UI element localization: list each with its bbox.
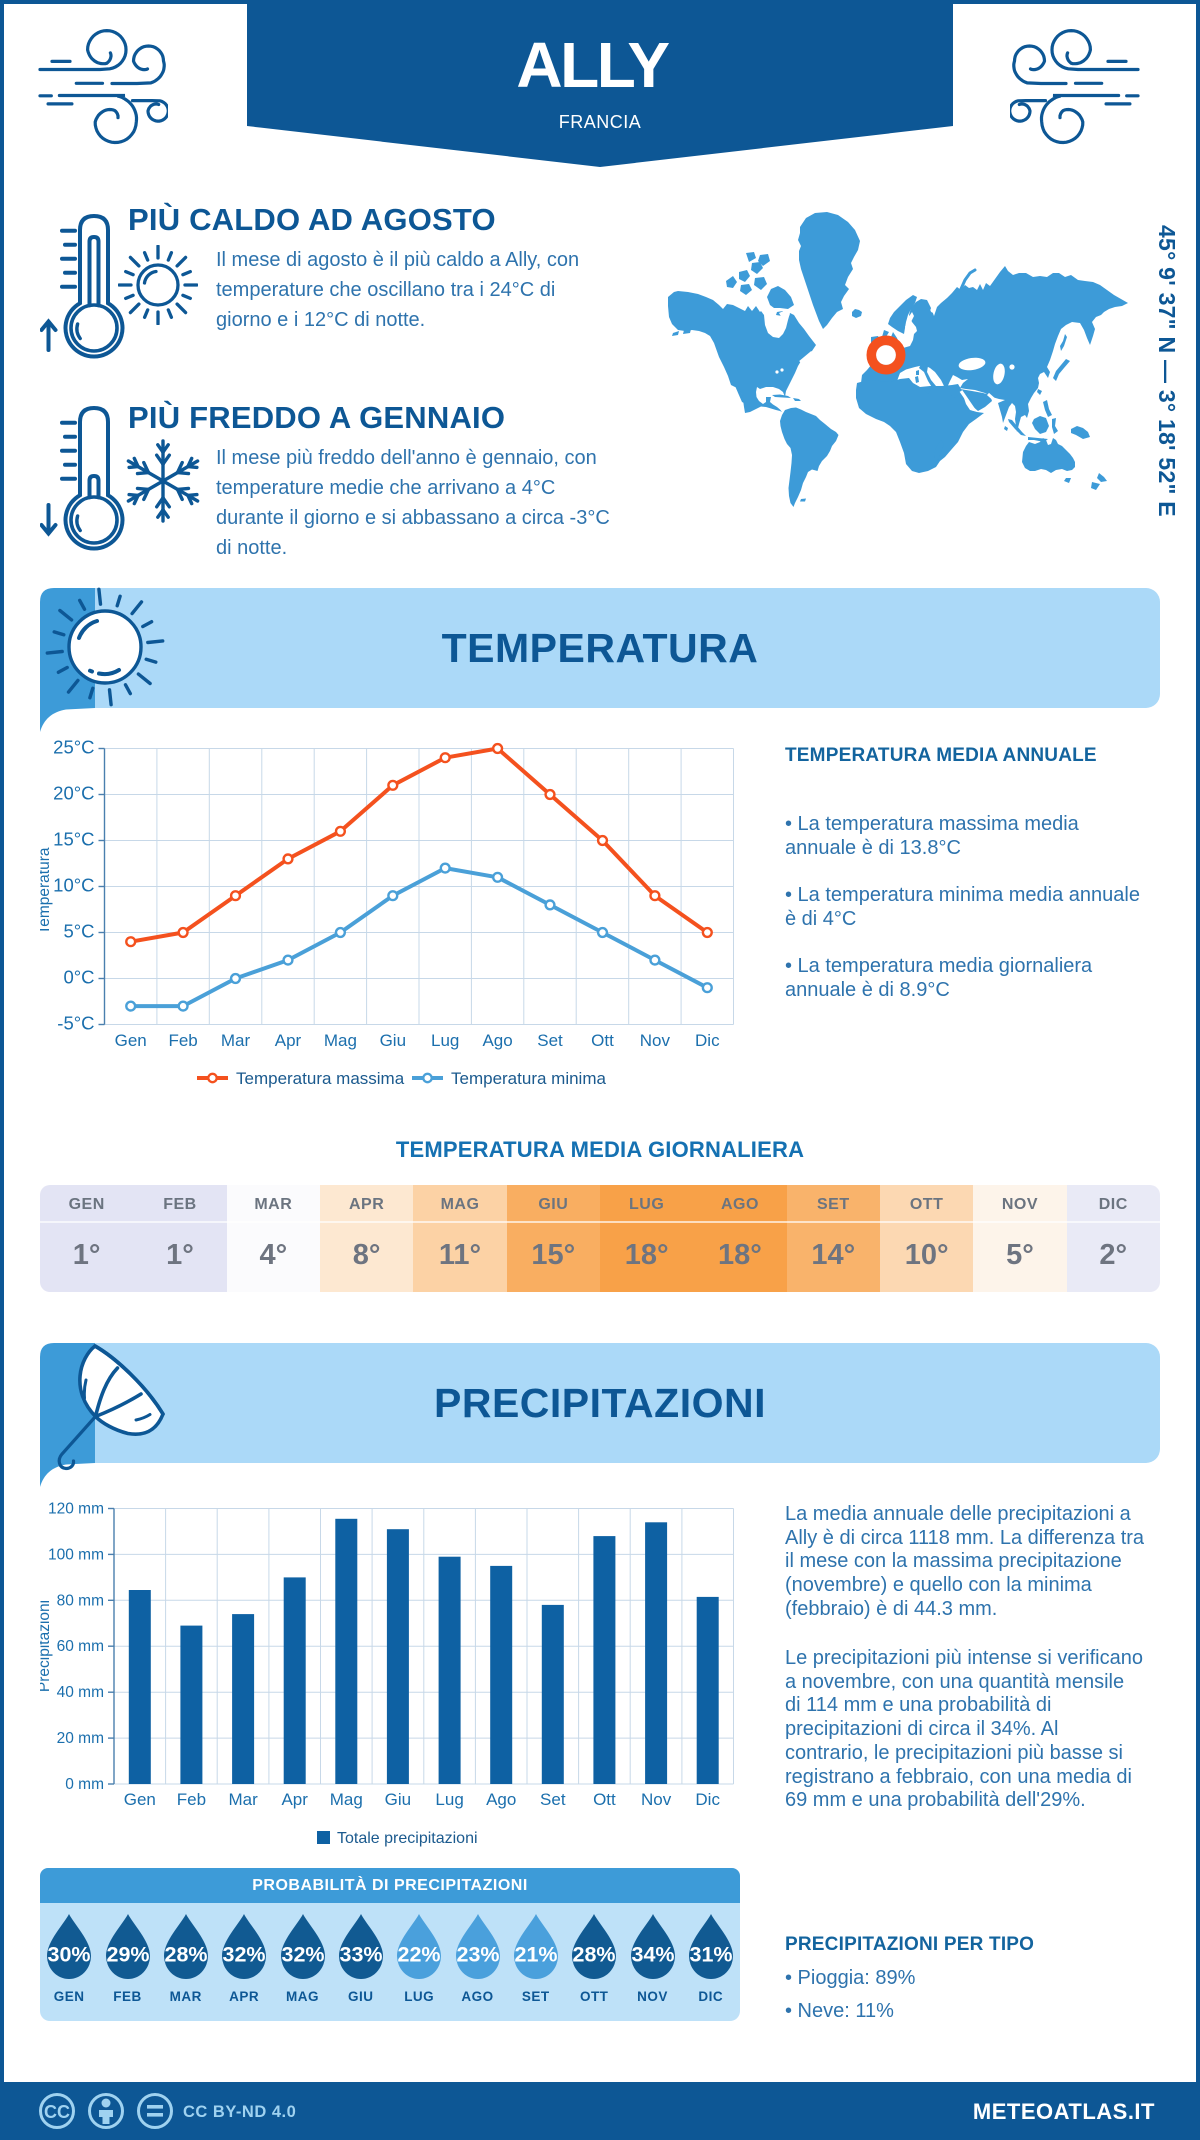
svg-text:100 mm: 100 mm [48, 1546, 104, 1563]
svg-text:33%: 33% [339, 1943, 382, 1967]
svg-text:Lug: Lug [435, 1790, 463, 1809]
svg-text:Ott: Ott [591, 1031, 614, 1050]
svg-text:Temperatura minima: Temperatura minima [451, 1069, 606, 1088]
svg-text:25°C: 25°C [53, 737, 94, 758]
svg-text:21%: 21% [514, 1943, 557, 1967]
svg-text:Precipitazioni: Precipitazioni [40, 1600, 53, 1692]
svg-text:34%: 34% [631, 1943, 674, 1967]
svg-text:5°C: 5°C [63, 921, 94, 942]
svg-text:Mag: Mag [330, 1790, 363, 1809]
svg-text:Ago: Ago [482, 1031, 512, 1050]
svg-text:80 mm: 80 mm [57, 1592, 104, 1609]
svg-text:Dic: Dic [695, 1790, 720, 1809]
svg-text:20°C: 20°C [53, 783, 94, 804]
svg-text:32%: 32% [223, 1943, 266, 1967]
svg-text:Feb: Feb [177, 1790, 206, 1809]
svg-text:Giu: Giu [385, 1790, 411, 1809]
svg-text:Nov: Nov [641, 1790, 672, 1809]
svg-text:23%: 23% [456, 1943, 499, 1967]
svg-text:Temperatura massima: Temperatura massima [236, 1069, 405, 1088]
svg-text:Gen: Gen [115, 1031, 147, 1050]
svg-text:32%: 32% [281, 1943, 324, 1967]
svg-text:28%: 28% [573, 1943, 616, 1967]
svg-text:CC BY-ND 4.0: CC BY-ND 4.0 [183, 2103, 296, 2121]
svg-text:Mar: Mar [228, 1790, 258, 1809]
svg-text:15°C: 15°C [53, 829, 94, 850]
svg-text:0°C: 0°C [63, 967, 94, 988]
svg-text:Totale precipitazioni: Totale precipitazioni [337, 1830, 478, 1847]
svg-text:Apr: Apr [281, 1790, 308, 1809]
svg-text:Temperatura: Temperatura [40, 847, 53, 934]
svg-text:Nov: Nov [640, 1031, 671, 1050]
svg-text:20 mm: 20 mm [57, 1730, 104, 1747]
svg-text:31%: 31% [689, 1943, 732, 1967]
svg-text:40 mm: 40 mm [57, 1684, 104, 1701]
svg-text:29%: 29% [106, 1943, 149, 1967]
svg-text:30%: 30% [48, 1943, 91, 1967]
svg-text:0 mm: 0 mm [65, 1776, 104, 1793]
svg-text:Giu: Giu [380, 1031, 406, 1050]
svg-text:Apr: Apr [275, 1031, 302, 1050]
svg-text:28%: 28% [164, 1943, 207, 1967]
svg-text:Ago: Ago [486, 1790, 516, 1809]
svg-text:Gen: Gen [124, 1790, 156, 1809]
svg-text:60 mm: 60 mm [57, 1638, 104, 1655]
svg-text:10°C: 10°C [53, 875, 94, 896]
svg-text:Feb: Feb [168, 1031, 197, 1050]
svg-text:Lug: Lug [431, 1031, 459, 1050]
svg-text:Mag: Mag [324, 1031, 357, 1050]
svg-text:22%: 22% [398, 1943, 441, 1967]
svg-text:Mar: Mar [221, 1031, 251, 1050]
svg-text:-5°C: -5°C [57, 1013, 94, 1034]
svg-text:Set: Set [537, 1031, 563, 1050]
svg-text:Set: Set [540, 1790, 566, 1809]
svg-text:Dic: Dic [695, 1031, 720, 1050]
svg-text:METEOATLAS.IT: METEOATLAS.IT [973, 2099, 1155, 2124]
svg-text:Ott: Ott [593, 1790, 616, 1809]
svg-text:CC: CC [44, 2102, 70, 2122]
svg-text:120 mm: 120 mm [48, 1501, 104, 1518]
